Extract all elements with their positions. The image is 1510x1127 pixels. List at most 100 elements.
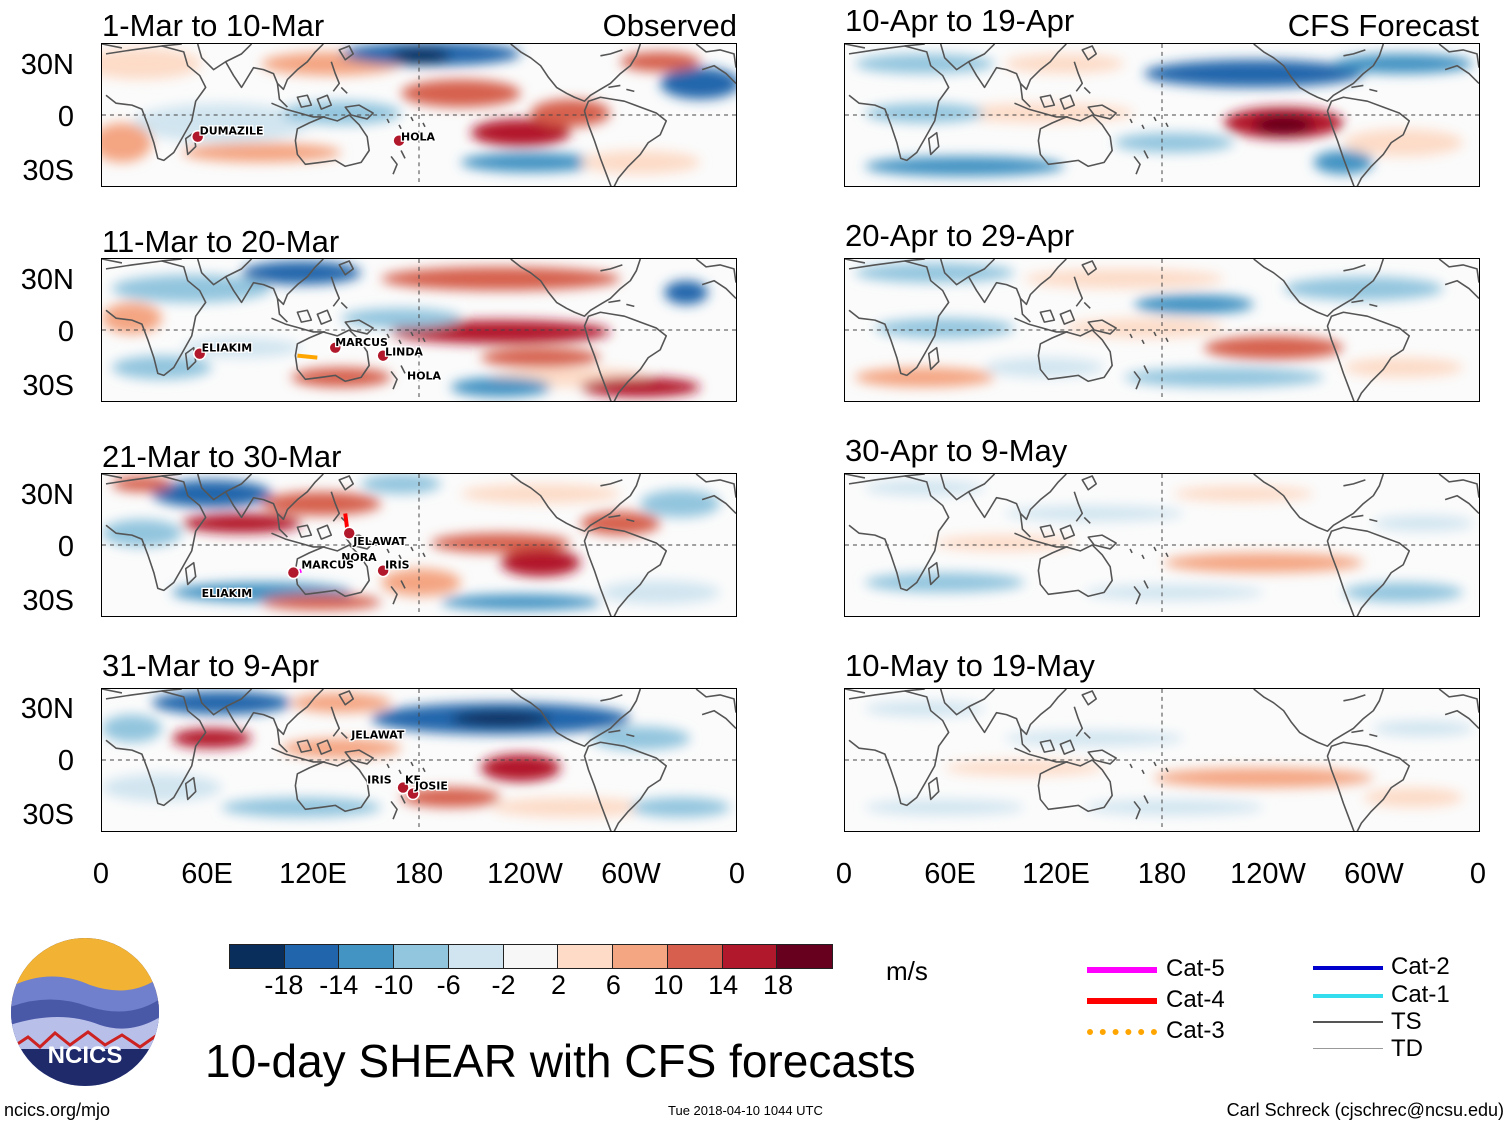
lat-label-30n: 30N: [20, 479, 74, 511]
storm-marker: MARCUS: [297, 335, 389, 360]
panel-title-fc-2: 20-Apr to 29-Apr: [845, 218, 1075, 253]
colorbar-tick-label: 6: [605, 970, 621, 1000]
storm-marker: IRIS: [376, 557, 411, 578]
lon-label: 120E: [1022, 858, 1090, 890]
lon-label: 0: [835, 858, 853, 890]
storm-label: IRIS: [385, 559, 410, 572]
panel-title-obs-1: 1-Mar to 10-Mar: [102, 8, 325, 43]
panel-title-obs-3: 21-Mar to 30-Mar: [102, 439, 342, 474]
storm-label: HOLA: [407, 369, 441, 382]
storm-marker: LINDA: [376, 344, 425, 363]
lon-label: 0: [92, 858, 110, 890]
logo-text: NCICS: [48, 1042, 123, 1069]
colorbar-tick-label: 2: [550, 970, 566, 1000]
lon-label: 120W: [1230, 858, 1306, 890]
colorbar-swatch: [448, 945, 504, 968]
footer-right: Carl Schreck (cjschrec@ncsu.edu): [1226, 1100, 1504, 1120]
lat-label-30n: 30N: [20, 49, 74, 81]
panel-title-fc-3: 30-Apr to 9-May: [845, 433, 1068, 468]
colorbar-tick-label: -14: [319, 970, 359, 1000]
storm-marker: MARCUS: [286, 557, 355, 580]
map-forecast-4: [844, 688, 1480, 832]
footer-left: ncics.org/mjo: [4, 1100, 111, 1120]
lon-label: 0: [728, 858, 746, 890]
lat-label-30s: 30S: [22, 799, 74, 831]
legend-line-cat5: [1087, 967, 1157, 973]
lon-label: 60E: [181, 858, 233, 890]
lat-label-30n: 30N: [20, 693, 74, 725]
lat-label-0: 0: [57, 745, 74, 777]
lon-label: 180: [394, 858, 444, 890]
legend-label-cat4: Cat-4: [1166, 986, 1225, 1013]
storm-marker: HOLA: [392, 129, 437, 148]
storm-label: JELAWAT: [350, 728, 405, 741]
lat-label-0: 0: [57, 531, 74, 563]
colorbar-swatch: [667, 945, 723, 968]
legend-label-ts: TS: [1391, 1008, 1422, 1035]
map-observed-4: JELAWAT IRIS KE... JOSIE: [101, 688, 737, 832]
colorbar-swatch: [558, 945, 614, 968]
lat-label-0: 0: [57, 316, 74, 348]
colorbar-swatch: [339, 945, 395, 968]
lon-label: 180: [1137, 858, 1187, 890]
lat-label-30s: 30S: [22, 155, 74, 187]
map-forecast-1: [844, 43, 1480, 187]
storm-label: LINDA: [385, 346, 423, 359]
lon-label: 120E: [279, 858, 347, 890]
storm-label: ELIAKIM: [202, 342, 252, 355]
legend-line-ts: [1313, 1021, 1383, 1023]
panel-title-fc-1: 10-Apr to 19-Apr: [845, 3, 1075, 38]
map-forecast-2: [844, 258, 1480, 402]
forecast-label: CFS Forecast: [1287, 8, 1479, 43]
panel-title-obs-2: 11-Mar to 20-Mar: [102, 224, 340, 259]
observed-label: Observed: [602, 8, 737, 43]
storm-marker: ELIAKIM: [192, 341, 253, 361]
map-observed-2: ELIAKIM MARCUS LINDA HOLA: [101, 258, 737, 402]
storm-marker: KE... JOSIE: [396, 772, 449, 801]
colorbar: [229, 944, 833, 969]
storm-marker: DUMAZILE: [190, 124, 265, 144]
legend-line-cat1: [1313, 994, 1383, 998]
ncics-logo: NCICS: [10, 937, 160, 1087]
colorbar-swatch: [503, 945, 559, 968]
legend-line-cat4: [1087, 998, 1157, 1004]
lon-label: 120W: [487, 858, 563, 890]
lat-label-30s: 30S: [22, 585, 74, 617]
colorbar-swatch: [777, 945, 832, 968]
colorbar-ticks: -18 -14 -10 -6 -2 2 6 10 14 18: [229, 972, 833, 1002]
colorbar-tick-label: 10: [653, 970, 684, 1000]
map-observed-3: JELAWAT NORA MARCUS IRIS ELIAKIM: [101, 473, 737, 617]
lat-label-0: 0: [57, 101, 74, 133]
colorbar-swatch: [722, 945, 778, 968]
lat-label-30n: 30N: [20, 264, 74, 296]
lon-label: 60E: [924, 858, 976, 890]
legend-line-cat3: [1087, 1029, 1157, 1035]
legend-line-td: [1313, 1048, 1383, 1049]
colorbar-tick-label: -10: [374, 970, 414, 1000]
storm-label: MARCUS: [301, 559, 354, 572]
legend-line-cat2: [1313, 966, 1383, 970]
lon-label: 60W: [1344, 858, 1404, 890]
colorbar-tick-label: -6: [436, 970, 461, 1000]
colorbar-tick-label: -2: [491, 970, 516, 1000]
legend-label-cat5: Cat-5: [1166, 955, 1225, 982]
colorbar-swatch: [230, 945, 285, 968]
storm-label: DUMAZILE: [200, 125, 264, 138]
colorbar-tick-label: 18: [763, 970, 794, 1000]
storm-label: HOLA: [401, 131, 435, 144]
legend-label-cat3: Cat-3: [1166, 1017, 1225, 1044]
colorbar-units: m/s: [886, 956, 928, 986]
storm-marker: JELAWAT: [342, 513, 408, 549]
storm-label: MARCUS: [335, 336, 388, 349]
panel-title-fc-4: 10-May to 19-May: [845, 648, 1095, 683]
storm-label: IRIS: [367, 774, 392, 787]
colorbar-swatch: [284, 945, 340, 968]
storm-label: KE...: [405, 774, 433, 787]
colorbar-swatch: [394, 945, 449, 968]
colorbar-swatch: [613, 945, 668, 968]
lon-label: 0: [1469, 858, 1487, 890]
legend-label-cat2: Cat-2: [1391, 953, 1450, 980]
lon-label: 60W: [601, 858, 661, 890]
lat-label-30s: 30S: [22, 370, 74, 402]
legend-label-td: TD: [1391, 1035, 1423, 1062]
